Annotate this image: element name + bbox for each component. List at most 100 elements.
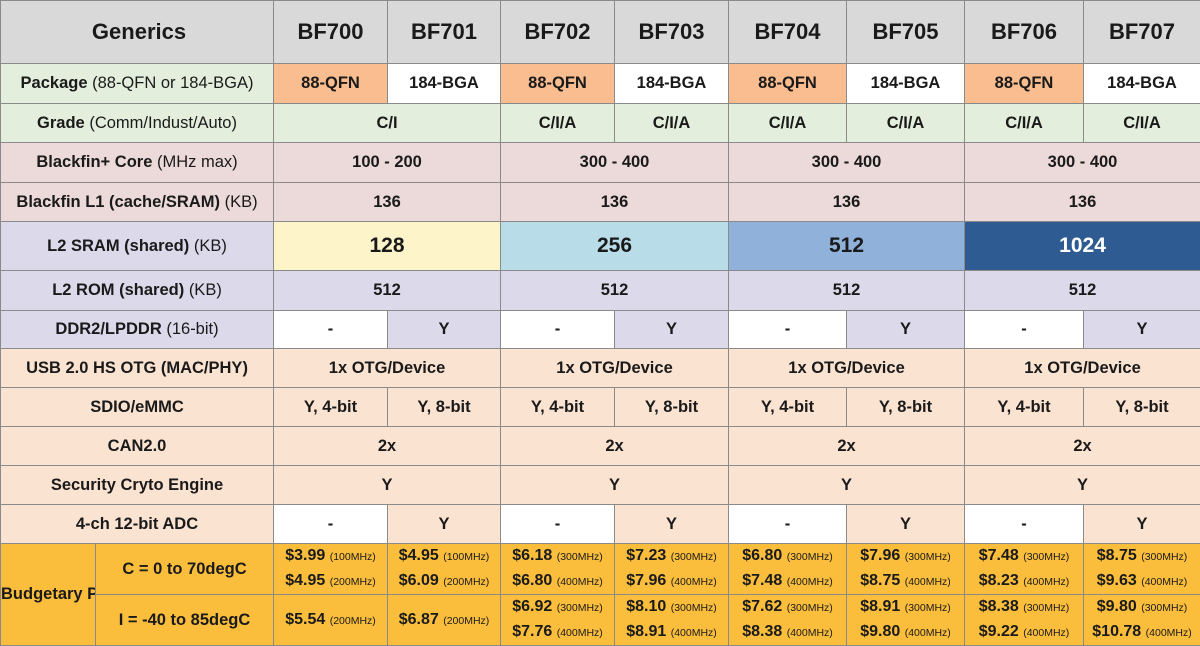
part-header: BF705 xyxy=(847,1,965,64)
pricing-industrial-row: I = -40 to 85degC $5.54 (200MHz) $6.87 (… xyxy=(1,595,1200,646)
clock-speed: (400MHz) xyxy=(557,576,603,588)
clock-speed: (300MHz) xyxy=(557,602,603,614)
adc-cell: Y xyxy=(615,505,729,544)
can-cell: 2x xyxy=(729,427,965,466)
sdio-cell: Y, 8-bit xyxy=(1084,388,1200,427)
l2-rom-row: L2 ROM (shared) (KB) 512 512 512 512 xyxy=(1,271,1200,311)
row-label: Blackfin+ Core (MHz max) xyxy=(1,143,274,183)
price-value: $6.92 xyxy=(512,598,556,615)
clock-speed: (300MHz) xyxy=(1141,602,1187,614)
l1-cell: 136 xyxy=(965,183,1200,222)
price-value: $9.63 xyxy=(1097,572,1141,589)
clock-speed: (400MHz) xyxy=(671,627,717,639)
package-cell: 88-QFN xyxy=(729,64,847,104)
clock-speed: (200MHz) xyxy=(443,615,489,627)
package-cell: 184-BGA xyxy=(1084,64,1200,104)
grade-cell: C/I/A xyxy=(1084,104,1200,143)
price-cell: $8.75 (300MHz)$9.63 (400MHz) xyxy=(1084,544,1200,595)
clock-speed: (300MHz) xyxy=(671,551,717,563)
ddr-cell: - xyxy=(729,311,847,349)
usb-cell: 1x OTG/Device xyxy=(965,349,1200,388)
row-label: USB 2.0 HS OTG (MAC/PHY) xyxy=(1,349,274,388)
l2-rom-cell: 512 xyxy=(729,271,965,311)
price-cell: $4.95 (100MHz)$6.09 (200MHz) xyxy=(388,544,501,595)
clock-speed: (200MHz) xyxy=(443,576,489,588)
core-row: Blackfin+ Core (MHz max) 100 - 200 300 -… xyxy=(1,143,1200,183)
ddr-cell: Y xyxy=(615,311,729,349)
adc-cell: - xyxy=(965,505,1084,544)
price-cell: $3.99 (100MHz)$4.95 (200MHz) xyxy=(274,544,388,595)
l2-rom-cell: 512 xyxy=(274,271,501,311)
sdio-cell: Y, 4-bit xyxy=(501,388,615,427)
price-value: $7.62 xyxy=(742,598,786,615)
grade-cell: C/I xyxy=(274,104,501,143)
adc-cell: - xyxy=(729,505,847,544)
commercial-grade-label: C = 0 to 70degC xyxy=(96,544,274,595)
l2-rom-cell: 512 xyxy=(501,271,729,311)
clock-speed: (300MHz) xyxy=(787,602,833,614)
price-cell: $7.62 (300MHz)$8.38 (400MHz) xyxy=(729,595,847,646)
price-value: $8.91 xyxy=(626,623,670,640)
row-label: DDR2/LPDDR (16-bit) xyxy=(1,311,274,349)
core-cell: 300 - 400 xyxy=(501,143,729,183)
budgetary-pricing-label: Budgetary Pricing (1K Units) xyxy=(1,544,96,646)
sdio-cell: Y, 8-bit xyxy=(388,388,501,427)
sdio-cell: Y, 8-bit xyxy=(847,388,965,427)
clock-speed: (400MHz) xyxy=(1146,627,1192,639)
sdio-cell: Y, 8-bit xyxy=(615,388,729,427)
core-cell: 300 - 400 xyxy=(729,143,965,183)
clock-speed: (400MHz) xyxy=(671,576,717,588)
sdio-cell: Y, 4-bit xyxy=(729,388,847,427)
usb-cell: 1x OTG/Device xyxy=(729,349,965,388)
clock-speed: (400MHz) xyxy=(905,576,951,588)
package-cell: 88-QFN xyxy=(501,64,615,104)
price-value: $7.48 xyxy=(979,547,1023,564)
usb-cell: 1x OTG/Device xyxy=(274,349,501,388)
price-value: $9.22 xyxy=(979,623,1023,640)
row-label: Package (88-QFN or 184-BGA) xyxy=(1,64,274,104)
clock-speed: (300MHz) xyxy=(1023,551,1069,563)
grade-cell: C/I/A xyxy=(965,104,1084,143)
price-value: $6.87 xyxy=(399,611,443,628)
part-header: BF704 xyxy=(729,1,847,64)
grade-cell: C/I/A xyxy=(615,104,729,143)
price-value: $8.10 xyxy=(626,598,670,615)
price-value: $8.75 xyxy=(860,572,904,589)
row-label: Security Cryto Engine xyxy=(1,466,274,505)
price-value: $6.18 xyxy=(512,547,556,564)
price-cell: $6.87 (200MHz) xyxy=(388,595,501,646)
price-value: $9.80 xyxy=(1097,598,1141,615)
grade-cell: C/I/A xyxy=(729,104,847,143)
price-cell: $6.18 (300MHz)$6.80 (400MHz) xyxy=(501,544,615,595)
price-value: $6.09 xyxy=(399,572,443,589)
price-value: $7.96 xyxy=(860,547,904,564)
price-value: $6.80 xyxy=(512,572,556,589)
price-value: $8.75 xyxy=(1097,547,1141,564)
package-row: Package (88-QFN or 184-BGA) 88-QFN 184-B… xyxy=(1,64,1200,104)
ddr-cell: Y xyxy=(1084,311,1200,349)
table-title: Generics xyxy=(1,1,274,64)
industrial-grade-label: I = -40 to 85degC xyxy=(96,595,274,646)
row-label: CAN2.0 xyxy=(1,427,274,466)
clock-speed: (300MHz) xyxy=(1023,602,1069,614)
price-value: $8.91 xyxy=(860,598,904,615)
ddr-row: DDR2/LPDDR (16-bit) - Y - Y - Y - Y xyxy=(1,311,1200,349)
grade-cell: C/I/A xyxy=(501,104,615,143)
ddr-cell: - xyxy=(274,311,388,349)
row-label: SDIO/eMMC xyxy=(1,388,274,427)
l1-row: Blackfin L1 (cache/SRAM) (KB) 136 136 13… xyxy=(1,183,1200,222)
security-cell: Y xyxy=(729,466,965,505)
clock-speed: (400MHz) xyxy=(787,627,833,639)
l2-sram-cell: 1024 xyxy=(965,222,1200,271)
l1-cell: 136 xyxy=(501,183,729,222)
core-cell: 300 - 400 xyxy=(965,143,1200,183)
price-value: $4.95 xyxy=(285,572,329,589)
clock-speed: (300MHz) xyxy=(787,551,833,563)
clock-speed: (300MHz) xyxy=(1141,551,1187,563)
clock-speed: (400MHz) xyxy=(557,627,603,639)
price-value: $10.78 xyxy=(1092,623,1145,640)
can-row: CAN2.0 2x 2x 2x 2x xyxy=(1,427,1200,466)
adc-cell: Y xyxy=(388,505,501,544)
clock-speed: (100MHz) xyxy=(330,551,376,563)
ddr-cell: Y xyxy=(388,311,501,349)
